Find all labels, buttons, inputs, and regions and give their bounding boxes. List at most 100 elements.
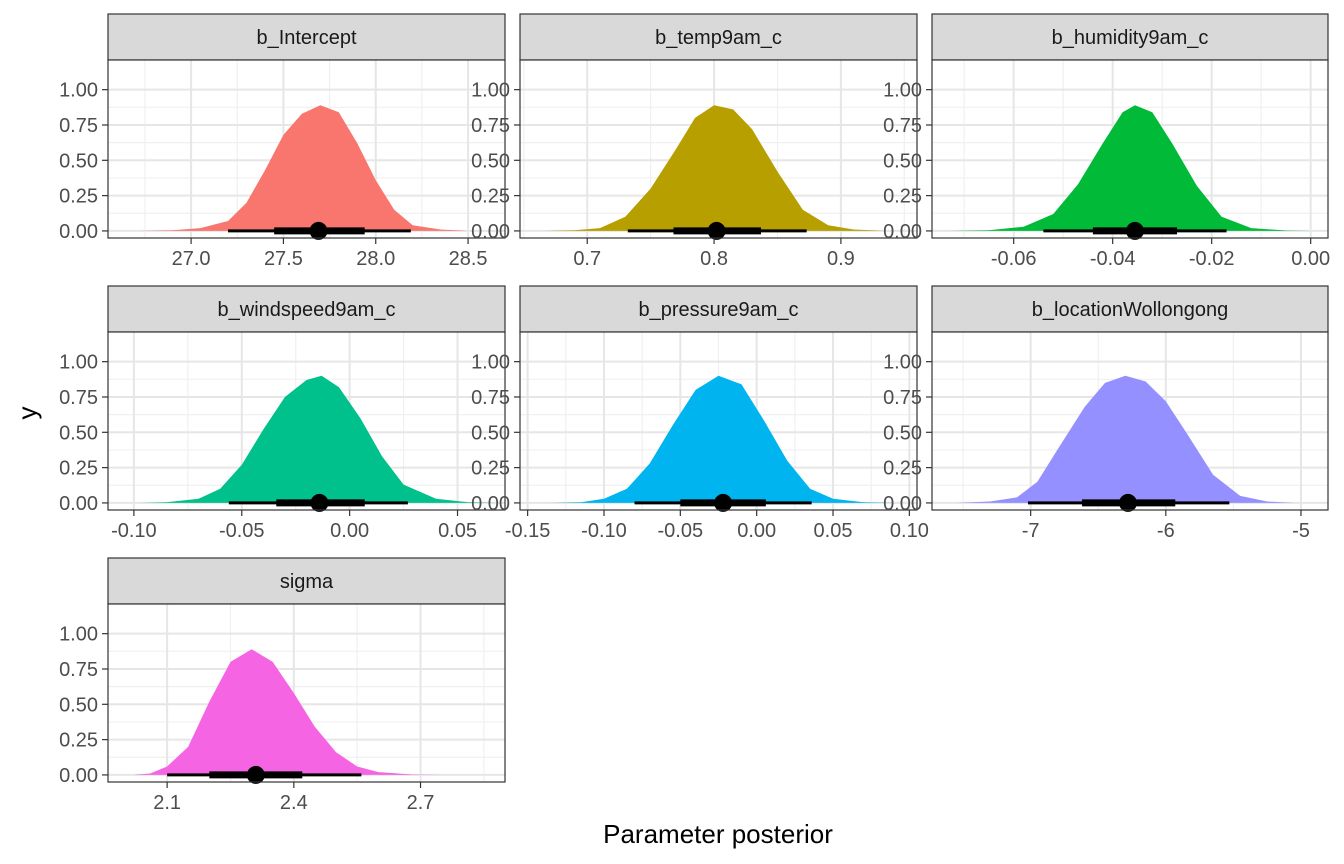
x-tick-label: 2.1: [153, 792, 181, 814]
x-tick-label: 0.05: [438, 520, 477, 542]
strip-label: b_Intercept: [256, 27, 357, 49]
strip-b-intercept: [107, 13, 506, 61]
density-area: [550, 375, 895, 503]
y-tick-label: 0.00: [59, 493, 98, 515]
strip-label: b_temp9am_c: [655, 27, 782, 49]
panel-border: [107, 331, 506, 511]
y-tick-label: 1.00: [471, 352, 510, 374]
density-area: [140, 375, 497, 503]
density-area: [133, 649, 442, 775]
x-tick-label: -0.06: [991, 248, 1037, 270]
x-tick-label: -0.02: [1189, 248, 1235, 270]
strip-b-locationwollongong: [931, 285, 1329, 333]
density-area: [139, 105, 469, 231]
panel-b-windspeed9am-c: b_windspeed9am_c -0.10 -0.05 0.00 0.05 0.00 0.…: [59, 285, 506, 542]
y-tick-label: 1.00: [59, 80, 98, 102]
y-tick-label: 1.00: [471, 80, 510, 102]
x-tick-label: 0.10: [890, 520, 929, 542]
density-area: [949, 105, 1311, 231]
y-tick-label: 0.50: [59, 150, 98, 172]
x-tick-label: 0.00: [1291, 248, 1330, 270]
y-tick-label: 0.50: [471, 150, 510, 172]
point-estimate: [1125, 221, 1144, 240]
y-tick-label: 0.00: [883, 493, 922, 515]
strip-label: b_pressure9am_c: [638, 299, 798, 321]
x-tick-label: 0.7: [573, 248, 601, 270]
y-tick-label: 0.75: [883, 387, 922, 409]
y-tick-label: 0.50: [59, 422, 98, 444]
point-estimate: [309, 221, 328, 240]
point-estimate: [1118, 493, 1137, 512]
strip-b-windspeed9am-c: [107, 285, 506, 333]
y-tick-label: 0.75: [59, 115, 98, 137]
y-tick-label: 0.00: [471, 493, 510, 515]
y-tick-label: 0.25: [471, 186, 510, 208]
panel-border: [931, 59, 1329, 239]
x-tick-label: -0.10: [111, 520, 157, 542]
x-tick-label: -0.04: [1090, 248, 1136, 270]
x-tick-label: -0.10: [581, 520, 627, 542]
y-tick-label: 0.25: [59, 730, 98, 752]
strip-b-temp9am-c: [519, 13, 918, 61]
strip-b-humidity9am-c: [931, 13, 1329, 61]
y-tick-label: 1.00: [883, 352, 922, 374]
panel-border: [931, 331, 1329, 511]
x-tick-label: 28.0: [356, 248, 395, 270]
y-tick-label: 1.00: [59, 624, 98, 646]
y-tick-label: 0.50: [883, 422, 922, 444]
y-tick-label: 0.25: [59, 186, 98, 208]
y-tick-label: 1.00: [883, 80, 922, 102]
x-tick-label: 0.00: [737, 520, 776, 542]
x-tick-label: 27.5: [264, 248, 303, 270]
point-estimate: [714, 493, 733, 512]
x-tick-label: -6: [1157, 520, 1175, 542]
x-tick-label: -0.15: [505, 520, 551, 542]
x-tick-label: 0.00: [330, 520, 369, 542]
x-tick-label: 0.9: [827, 248, 855, 270]
x-tick-label: -0.05: [658, 520, 704, 542]
facet-panels: b_Intercept 27.0 27.5 28.0 28.5 0.00 0.25 0.50 0…: [59, 13, 1330, 814]
strip-label: b_humidity9am_c: [1052, 27, 1209, 49]
y-tick-label: 1.00: [59, 352, 98, 374]
y-tick-label: 0.75: [59, 659, 98, 681]
y-tick-label: 0.00: [59, 221, 98, 243]
y-tick-label: 0.00: [471, 221, 510, 243]
y-tick-label: 0.25: [59, 458, 98, 480]
y-tick-label: 0.00: [883, 221, 922, 243]
x-tick-label: -0.05: [219, 520, 265, 542]
strip-label: b_locationWollongong: [1032, 299, 1228, 321]
y-tick-label: 0.25: [883, 186, 922, 208]
y-tick-label: 0.00: [59, 765, 98, 787]
x-tick-label: 0.8: [700, 248, 728, 270]
strip-label: sigma: [280, 571, 334, 593]
panel-b-temp9am-c: b_temp9am_c 0.7 0.8 0.9 0.00 0.25 0.50 0.75 1.00: [471, 13, 918, 270]
panel-b-pressure9am-c: b_pressure9am_c -0.15 -0.10 -0.05 0.00 0.05 0.…: [471, 285, 929, 542]
strip-label: b_windspeed9am_c: [218, 299, 396, 321]
x-tick-label: -5: [1292, 520, 1310, 542]
y-tick-label: 0.75: [883, 115, 922, 137]
point-estimate: [707, 221, 726, 240]
panel-sigma: sigma 2.1 2.4 2.7 0.00 0.25 0.50 0.75 1.00: [59, 557, 506, 814]
strip-b-pressure9am-c: [519, 285, 918, 333]
x-axis-title: Parameter posterior: [603, 819, 833, 849]
panel-border: [519, 331, 918, 511]
y-tick-label: 0.75: [59, 387, 98, 409]
point-estimate: [310, 493, 329, 512]
x-tick-label: 28.5: [449, 248, 488, 270]
panel-b-humidity9am-c: b_humidity9am_c -0.06 -0.04 -0.02 0.00 0.00 0.…: [883, 13, 1330, 270]
x-tick-label: 2.7: [407, 792, 435, 814]
y-tick-label: 0.50: [883, 150, 922, 172]
y-tick-label: 0.50: [471, 422, 510, 444]
y-tick-label: 0.25: [883, 458, 922, 480]
point-estimate: [246, 765, 265, 784]
panel-b-intercept: b_Intercept 27.0 27.5 28.0 28.5 0.00 0.25 0.50 0…: [59, 13, 506, 270]
panel-border: [519, 59, 918, 239]
x-tick-label: 27.0: [172, 248, 211, 270]
panel-border: [107, 59, 506, 239]
x-tick-label: 2.4: [280, 792, 308, 814]
x-tick-label: -7: [1022, 520, 1040, 542]
panel-b-locationwollongong: b_locationWollongong -7 -6 -5 0.00 0.25 0.50 0.…: [883, 285, 1329, 542]
y-tick-label: 0.50: [59, 694, 98, 716]
x-tick-label: 0.05: [814, 520, 853, 542]
